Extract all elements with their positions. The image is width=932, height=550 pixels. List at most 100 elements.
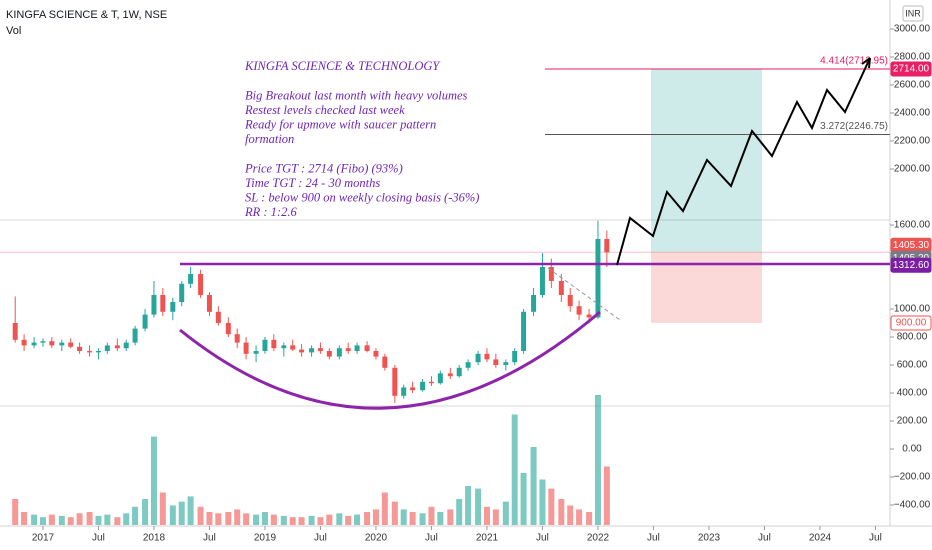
candle-body — [373, 350, 379, 357]
candle-body — [428, 381, 434, 384]
volume-bar — [317, 517, 324, 525]
candle-body — [225, 322, 231, 335]
volume-bar — [261, 512, 268, 525]
volume-bar — [530, 447, 537, 525]
volume-bar — [86, 512, 93, 525]
volume-bar — [326, 514, 333, 525]
note-line: Time TGT : 24 - 30 months — [245, 176, 380, 190]
candle-body — [299, 349, 305, 353]
volume-bar — [243, 513, 250, 525]
candle-body — [77, 346, 83, 351]
volume-bar — [539, 479, 546, 525]
x-tick-label: Jul — [425, 533, 438, 544]
note-line: Price TGT : 2714 (Fibo) (93%) — [244, 162, 403, 176]
candle-body — [31, 342, 37, 346]
candle-body — [503, 362, 509, 365]
candle-body — [21, 339, 27, 346]
candle-body — [179, 283, 185, 302]
volume-bar — [132, 506, 139, 525]
x-tick-label: Jul — [203, 533, 216, 544]
price-tag-label: 2714.00 — [893, 64, 930, 75]
candle-body — [354, 345, 360, 351]
volume-bar — [437, 512, 444, 525]
volume-bar — [308, 515, 315, 525]
volume-bar — [169, 505, 176, 525]
candle-body — [364, 345, 370, 351]
fib-label: 3.272(2246.75) — [820, 121, 888, 132]
candle-body — [382, 356, 388, 368]
x-tick-label: 2019 — [254, 533, 277, 544]
candle-body — [123, 342, 129, 349]
y-tick-label: 2600.00 — [894, 80, 931, 91]
candle-body — [114, 345, 120, 349]
price-tag — [890, 257, 932, 273]
volume-bar — [95, 515, 102, 525]
volume-bar — [456, 499, 463, 525]
y-tick-label: 200.00 — [897, 416, 928, 427]
price-tag-label: 1405.30 — [893, 240, 930, 251]
volume-bar — [114, 517, 121, 525]
y-tick-label: 2200.00 — [894, 136, 931, 147]
volume-bar — [391, 501, 398, 525]
candle-body — [243, 342, 249, 354]
volume-bar — [48, 514, 55, 525]
note-title: KINGFA SCIENCE & TECHNOLOGY — [244, 59, 441, 73]
volume-bar — [104, 514, 111, 525]
volume-bar — [447, 509, 454, 525]
candle-body — [234, 334, 240, 343]
y-tick-label: −200.00 — [894, 472, 931, 483]
candle-body — [104, 345, 110, 351]
candle-body — [12, 322, 18, 340]
candle-body — [567, 294, 573, 307]
volume-bar — [409, 512, 416, 525]
candle-body — [198, 273, 204, 295]
y-tick-label: 600.00 — [897, 360, 928, 371]
candle-body — [151, 294, 157, 315]
candle-body — [392, 367, 398, 396]
volume-bar — [270, 514, 277, 525]
x-tick-label: Jul — [92, 533, 105, 544]
volume-bar — [345, 515, 352, 525]
projection-arrow — [861, 57, 871, 69]
x-tick-label: Jul — [536, 533, 549, 544]
candle-body — [262, 339, 268, 351]
volume-bar — [372, 509, 379, 525]
candle-body — [410, 387, 416, 391]
y-tick-label: −400.00 — [894, 500, 931, 511]
candle-body — [401, 387, 407, 396]
volume-bar — [400, 509, 407, 525]
chart-title: KINGFA SCIENCE & T, 1W, NSE — [6, 9, 167, 21]
volume-bar — [364, 512, 371, 525]
note-line: Restest levels checked last week — [244, 103, 405, 117]
candle-body — [558, 280, 564, 295]
y-tick-label: 2000.00 — [894, 164, 931, 175]
volume-bar — [21, 512, 28, 525]
y-tick-label: 2400.00 — [894, 108, 931, 119]
x-tick-label: 2024 — [809, 533, 832, 544]
candle-body — [160, 294, 166, 312]
volume-bar — [483, 506, 490, 525]
volume-bar — [428, 506, 435, 525]
currency: INR — [905, 8, 921, 18]
volume-bar — [159, 492, 166, 525]
candle-body — [336, 348, 342, 357]
trend-line — [547, 267, 621, 321]
x-tick-label: Jul — [647, 533, 660, 544]
price-tag-label: 900.00 — [896, 318, 927, 329]
candle-body — [326, 350, 332, 357]
volume-bar — [187, 496, 194, 525]
candle-body — [206, 294, 212, 312]
y-tick-label: 400.00 — [897, 388, 928, 399]
candle-body — [132, 328, 138, 343]
volume-bar — [298, 517, 305, 525]
candle-body — [437, 373, 443, 384]
x-tick-label: 2022 — [587, 533, 610, 544]
volume-bar — [576, 509, 583, 525]
x-tick-label: Jul — [314, 533, 327, 544]
currency-box[interactable] — [902, 5, 924, 22]
y-tick-label: 0.00 — [902, 444, 922, 455]
candle-body — [521, 311, 527, 351]
volume-bar — [492, 509, 499, 525]
x-tick-label: 2023 — [698, 533, 721, 544]
candle-body — [309, 348, 315, 353]
